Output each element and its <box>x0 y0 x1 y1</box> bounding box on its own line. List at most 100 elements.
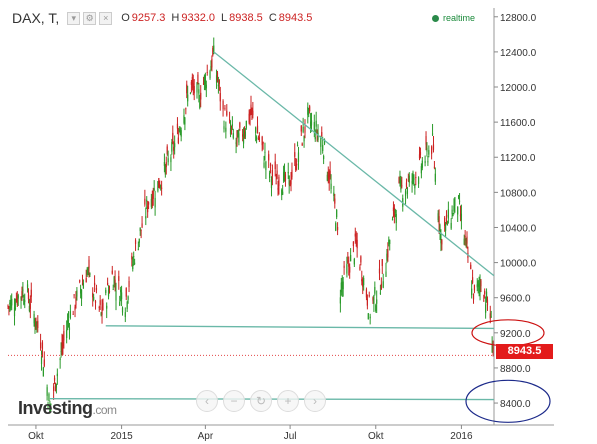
reset-button[interactable]: ↻ <box>250 390 272 412</box>
candle-body <box>265 161 267 171</box>
candle-body <box>290 179 292 185</box>
candle-body <box>341 282 343 288</box>
candle-body <box>360 256 362 263</box>
candle-body <box>242 134 244 137</box>
x-tick-label: Okt <box>368 431 384 442</box>
candle-body <box>309 121 312 127</box>
realtime-label: realtime <box>443 13 476 23</box>
candle-body <box>477 281 479 286</box>
candle-body <box>170 157 172 163</box>
candle-body <box>118 276 120 281</box>
candle-body <box>398 177 400 184</box>
candle-body <box>288 175 290 185</box>
candle-body <box>411 181 413 184</box>
candle-body <box>184 117 186 125</box>
candle-body <box>425 136 427 145</box>
candle-body <box>309 106 311 112</box>
candle-body <box>140 229 142 231</box>
candle-body <box>222 101 224 110</box>
candle-body <box>478 283 480 287</box>
candle-body <box>139 227 141 232</box>
trendline <box>213 51 495 277</box>
x-tick-label: Okt <box>28 431 44 442</box>
candle-body <box>171 141 173 152</box>
candle-body <box>230 126 233 128</box>
candle-body <box>303 135 305 142</box>
candle-body <box>150 198 152 207</box>
candle-body <box>276 170 278 179</box>
candle-body <box>152 190 154 199</box>
candle-body <box>17 295 19 299</box>
settings-icon[interactable]: ⚙ <box>83 11 97 25</box>
candle-body <box>322 144 324 152</box>
candle-body <box>204 74 206 85</box>
candle-body <box>269 172 271 179</box>
candle-body <box>138 238 140 243</box>
candle-body <box>176 123 179 129</box>
candle-body <box>457 206 459 215</box>
candle-body <box>382 281 384 288</box>
realtime-indicator: realtime <box>432 13 475 23</box>
candle-body <box>379 292 382 294</box>
candle-body <box>223 126 225 130</box>
candle-body <box>281 189 283 196</box>
candle-body <box>198 89 200 94</box>
candle-body <box>134 262 136 264</box>
candle-body <box>89 273 91 275</box>
candle-body <box>200 92 202 100</box>
candle-body <box>15 299 17 301</box>
candle-body <box>63 331 65 341</box>
candle-body <box>86 270 88 275</box>
zoom-out-button[interactable]: − <box>223 390 245 412</box>
candle-body <box>392 207 395 212</box>
candle-body <box>131 256 133 260</box>
scroll-left-button[interactable]: ‹ <box>196 390 218 412</box>
scroll-right-button[interactable]: › <box>304 390 326 412</box>
candle-body <box>427 161 429 163</box>
candle-body <box>36 322 38 324</box>
candle-body <box>336 226 339 231</box>
x-tick-label: 2016 <box>450 431 473 442</box>
candle-body <box>323 155 325 160</box>
candle-body <box>242 134 245 144</box>
candle-body <box>426 147 428 152</box>
candle-body <box>166 146 168 155</box>
candle-body <box>244 131 247 137</box>
candle-body <box>23 299 25 305</box>
candle-body <box>26 284 29 288</box>
candle-body <box>433 166 436 168</box>
candle-body <box>269 164 272 167</box>
candle-body <box>471 277 474 283</box>
zoom-in-button[interactable]: + <box>277 390 299 412</box>
candle-body <box>401 185 403 187</box>
candle-body <box>243 132 246 134</box>
candle-body <box>375 305 377 311</box>
candle-body <box>270 178 273 189</box>
close-icon[interactable]: × <box>99 11 113 25</box>
candle-body <box>98 306 100 309</box>
candle-body <box>72 313 74 315</box>
candle-body <box>147 202 150 205</box>
candle-body <box>485 291 488 301</box>
y-tick-label: 12800.0 <box>500 13 537 24</box>
candle-body <box>258 137 260 141</box>
candle-body <box>151 196 153 206</box>
candle-body <box>394 209 396 213</box>
candle-body <box>219 93 221 102</box>
ohlc-header: DAX, T, ▾ ⚙ × O 9257.3 H 9332.0 L 8938.5… <box>0 8 312 28</box>
dropdown-icon[interactable]: ▾ <box>67 11 81 25</box>
candle-body <box>190 81 193 85</box>
candle-body <box>127 296 129 300</box>
candle-body <box>93 296 95 300</box>
candle-body <box>56 373 58 377</box>
candle-body <box>178 129 180 131</box>
candle-body <box>264 151 266 153</box>
candle-body <box>419 152 422 155</box>
candle-body <box>343 265 345 268</box>
candle-body <box>16 295 18 305</box>
candle-body <box>414 185 416 189</box>
candle-body <box>431 133 434 135</box>
candle-body <box>407 179 409 181</box>
candle-body <box>301 143 303 146</box>
